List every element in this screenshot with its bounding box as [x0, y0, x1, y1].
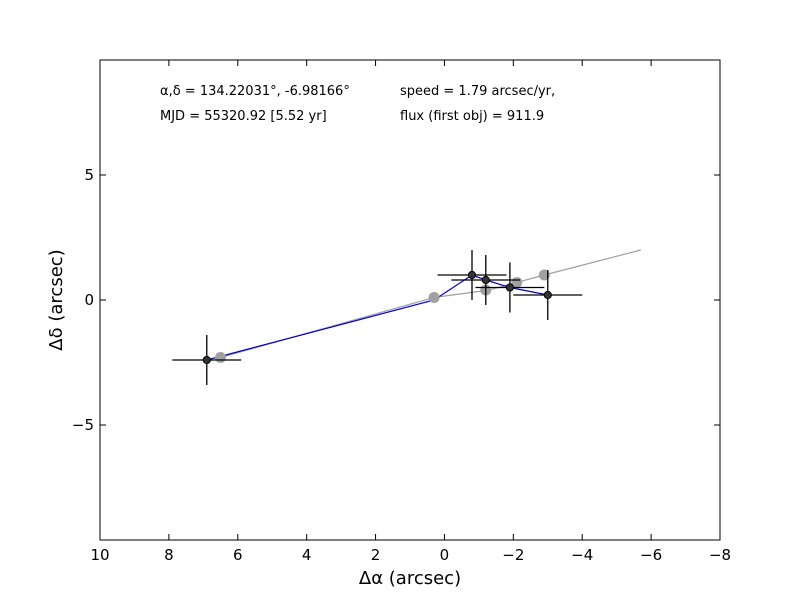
- axis-ticks: 10 8 6 4 2 0 −2 −4 −6 −8 −5 0 5: [72, 60, 731, 564]
- model-point: [215, 352, 227, 363]
- x-axis-title: Δα (arcsec): [359, 568, 461, 589]
- observed-point: [543, 290, 552, 300]
- y-tick-label: 0: [84, 291, 94, 309]
- x-tick-label: 4: [302, 546, 312, 564]
- observed-point: [467, 270, 477, 280]
- plot-marks: [172, 249, 641, 385]
- observed-point: [202, 355, 211, 365]
- x-tick-label: −8: [709, 546, 731, 564]
- x-tick-label: 8: [164, 546, 174, 564]
- observed-point: [505, 283, 514, 292]
- mjd-annotation: MJD = 55320.92 [5.52 yr]: [160, 109, 327, 124]
- x-tick-label: 6: [233, 546, 243, 564]
- coords-annotation: α,δ = 134.22031°, -6.98166°: [160, 84, 350, 99]
- y-tick-label: 5: [84, 166, 94, 184]
- flux-annotation: flux (first obj) = 911.9: [400, 109, 544, 124]
- y-axis-title: Δδ (arcsec): [46, 249, 67, 350]
- y-tick-label: −5: [72, 416, 94, 434]
- x-tick-label: −2: [502, 546, 524, 564]
- model-point: [428, 292, 440, 303]
- x-tick-label: −6: [640, 546, 662, 564]
- plot-frame: [99, 59, 721, 541]
- x-tick-label: −4: [571, 546, 593, 564]
- model-path-line: [220, 249, 641, 359]
- observed-path-line: [206, 274, 548, 361]
- speed-annotation: speed = 1.79 arcsec/yr,: [400, 84, 555, 99]
- model-point: [538, 269, 550, 281]
- x-tick-label: 2: [371, 546, 381, 564]
- x-tick-label: 10: [90, 546, 109, 564]
- observed-point: [481, 275, 490, 285]
- x-tick-label: 0: [440, 546, 450, 564]
